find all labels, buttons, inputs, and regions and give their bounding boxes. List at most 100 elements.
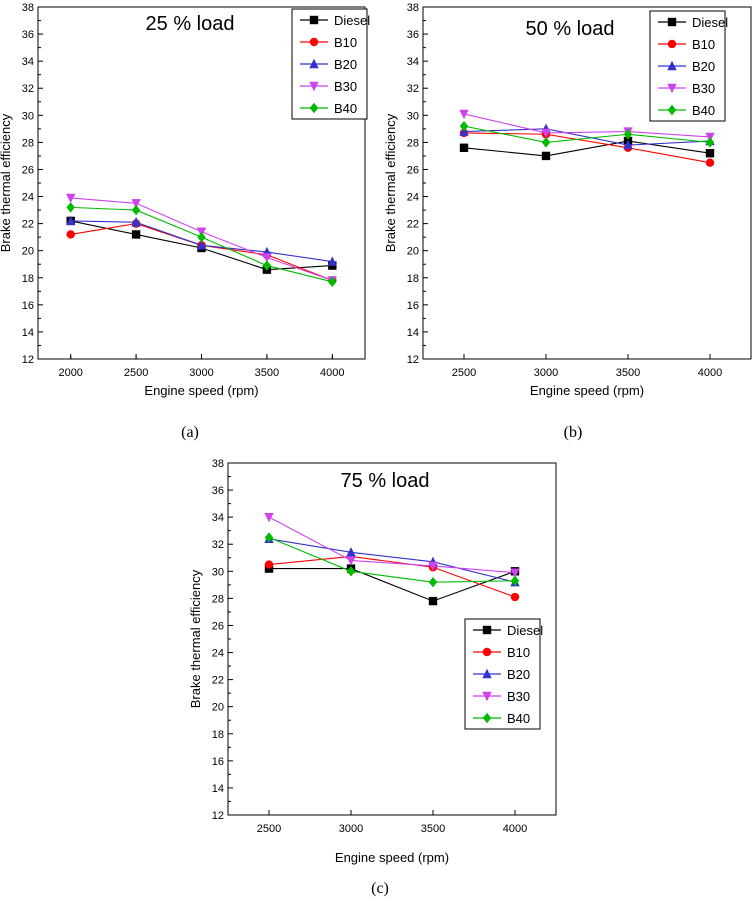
legend-marker <box>482 668 492 679</box>
y-tick-label: 16 <box>212 756 224 768</box>
series-b40 <box>459 120 715 148</box>
legend-marker <box>482 647 492 657</box>
y-tick-label: 16 <box>407 300 419 312</box>
series-line <box>268 538 516 583</box>
data-point <box>197 231 206 243</box>
x-tick-label: 2500 <box>257 823 281 835</box>
series-line <box>268 516 516 574</box>
y-tick-label: 32 <box>407 83 419 95</box>
legend-label: B30 <box>507 689 530 704</box>
legend-marker <box>482 691 492 702</box>
y-tick-label: 30 <box>407 110 419 122</box>
y-tick-label: 14 <box>212 783 224 795</box>
data-point <box>264 532 274 543</box>
legend-marker <box>482 625 492 635</box>
y-tick-label: 38 <box>22 2 34 14</box>
data-point <box>264 512 274 523</box>
data-point <box>196 240 207 250</box>
legend-label: B20 <box>692 59 715 74</box>
legend-marker <box>667 104 677 116</box>
y-tick-label: 34 <box>22 56 34 68</box>
data-point <box>131 204 141 216</box>
legend-label: B40 <box>507 711 530 726</box>
legend-label: B40 <box>334 101 357 116</box>
legend-marker <box>309 102 319 114</box>
series-b30 <box>264 512 520 578</box>
data-point <box>66 230 75 239</box>
y-tick-label: 38 <box>212 458 224 470</box>
y-tick-label: 18 <box>407 273 419 285</box>
legend-label: Diesel <box>334 13 370 28</box>
chart-title: 50 % load <box>526 18 615 40</box>
legend-label: B40 <box>692 103 715 118</box>
chart-panel-2: 12 14 16 18 20 22 24 26 28 30 32 34 36 38 2500 3000 3500… <box>383 2 752 441</box>
legend-label: B20 <box>507 667 530 682</box>
y-tick-label: 38 <box>407 2 419 14</box>
y-tick-label: 24 <box>407 192 419 204</box>
legend: Diesel B10 B20 B30 B40 <box>464 618 543 730</box>
data-point <box>328 276 337 288</box>
data-point <box>623 129 633 140</box>
data-point <box>541 128 551 139</box>
data-point <box>510 592 520 602</box>
x-tick-label: 2500 <box>452 367 476 379</box>
data-point <box>346 547 356 557</box>
x-tick-label: 3000 <box>534 367 558 379</box>
data-point <box>459 143 469 152</box>
legend-marker <box>667 60 677 71</box>
x-tick-label: 2500 <box>124 367 148 379</box>
x-tick-label: 4000 <box>503 823 527 835</box>
data-point <box>346 556 356 566</box>
x-tick-label: 3000 <box>339 823 363 835</box>
panel-caption: (b) <box>564 424 583 441</box>
series-line <box>463 140 711 157</box>
data-point <box>459 109 469 120</box>
data-point <box>131 217 141 227</box>
data-point <box>705 158 715 167</box>
y-tick-label: 22 <box>22 219 34 231</box>
data-point <box>428 596 438 606</box>
data-point <box>428 561 438 572</box>
series-line <box>463 132 711 164</box>
series-b40 <box>66 202 337 288</box>
panel-caption: (a) <box>181 424 199 441</box>
series-line <box>268 555 516 598</box>
chart-panel-1: 12 14 16 18 20 22 24 26 28 30 32 34 36 38 2000 2500 3000… <box>0 2 370 441</box>
legend-label: B10 <box>507 645 530 660</box>
x-tick-label: 2000 <box>58 367 82 379</box>
series-line <box>269 568 516 602</box>
panel-caption: (c) <box>371 880 389 897</box>
y-tick-label: 30 <box>22 110 34 122</box>
x-axis-title: Engine speed (rpm) <box>335 850 449 865</box>
legend-marker <box>667 17 677 27</box>
y-axis-title: Brake thermal efficiency <box>188 569 203 708</box>
y-tick-label: 24 <box>22 192 34 204</box>
legend-label: Diesel <box>507 623 543 638</box>
x-tick-label: 4000 <box>698 367 722 379</box>
x-axis-title: Engine speed (rpm) <box>530 383 644 398</box>
legend-marker <box>667 39 677 49</box>
data-point <box>66 215 76 226</box>
series-line <box>463 113 711 138</box>
y-tick-label: 14 <box>407 327 419 339</box>
y-tick-label: 26 <box>22 164 34 176</box>
y-tick-label: 36 <box>212 485 224 497</box>
y-tick-label: 18 <box>212 729 224 741</box>
chart-panel-3: 12 14 16 18 20 22 24 26 28 30 32 34 36 38 2500 3000 3500… <box>188 458 557 897</box>
data-point <box>66 202 75 213</box>
legend: Diesel B10 B20 B30 B40 <box>291 8 370 120</box>
legend-marker <box>309 58 319 69</box>
legend-label: B30 <box>334 79 357 94</box>
data-point <box>262 260 272 271</box>
legend: Diesel B10 B20 B30 B40 <box>649 10 728 122</box>
x-tick-label: 3500 <box>616 367 640 379</box>
series-line <box>268 536 516 583</box>
data-point <box>510 568 520 578</box>
y-tick-label: 26 <box>212 620 224 632</box>
y-tick-label: 36 <box>22 29 34 41</box>
legend-label: Diesel <box>692 15 728 30</box>
y-tick-label: 18 <box>22 273 34 285</box>
series-b40 <box>264 532 520 588</box>
y-tick-label: 12 <box>407 354 419 366</box>
data-point <box>264 560 274 569</box>
